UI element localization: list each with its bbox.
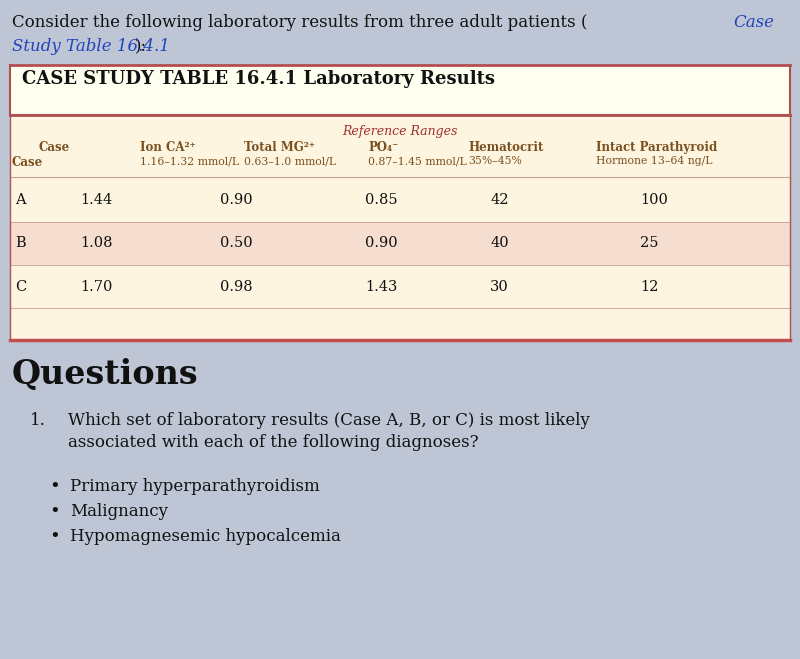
Text: 1.44: 1.44 [80, 193, 112, 207]
Text: •: • [50, 478, 60, 496]
Text: 0.90: 0.90 [220, 193, 253, 207]
Text: Which set of laboratory results (Case A, B, or C) is most likely: Which set of laboratory results (Case A,… [68, 412, 590, 429]
Text: Hormone 13–64 ng/L: Hormone 13–64 ng/L [596, 156, 713, 166]
Text: A: A [15, 193, 26, 207]
Text: PO₄⁻: PO₄⁻ [368, 141, 398, 154]
Text: 0.87–1.45 mmol/L: 0.87–1.45 mmol/L [368, 156, 466, 166]
Text: 0.98: 0.98 [220, 279, 253, 293]
Text: 12: 12 [640, 279, 658, 293]
Text: Case: Case [12, 156, 43, 169]
Bar [10, 65, 790, 115]
Text: Malignancy: Malignancy [70, 503, 168, 520]
Text: ):: ): [134, 38, 146, 55]
Text: Hematocrit: Hematocrit [468, 141, 543, 154]
Text: 35%–45%: 35%–45% [468, 156, 522, 166]
Text: 0.85: 0.85 [365, 193, 398, 207]
Text: Study Table 16.4.1: Study Table 16.4.1 [12, 38, 170, 55]
Text: 100: 100 [640, 193, 668, 207]
Text: 1.08: 1.08 [80, 237, 113, 250]
Text: Case: Case [733, 14, 774, 31]
Text: •: • [50, 528, 60, 546]
Bar [10, 115, 790, 340]
Text: 1.70: 1.70 [80, 279, 112, 293]
Text: 0.90: 0.90 [365, 237, 398, 250]
Text: Total MG²⁺: Total MG²⁺ [244, 141, 315, 154]
Text: 1.: 1. [30, 412, 46, 429]
Text: •: • [50, 503, 60, 521]
Text: 40: 40 [490, 237, 509, 250]
Bar [10, 222, 790, 265]
Text: 1.43: 1.43 [365, 279, 398, 293]
Text: 30: 30 [490, 279, 509, 293]
Text: Primary hyperparathyroidism: Primary hyperparathyroidism [70, 478, 320, 495]
Text: Case: Case [38, 141, 70, 154]
Bar [10, 265, 790, 308]
Text: Questions: Questions [12, 358, 198, 391]
Text: Consider the following laboratory results from three adult patients (: Consider the following laboratory result… [12, 14, 587, 31]
Text: 0.50: 0.50 [220, 237, 253, 250]
Text: 0.63–1.0 mmol/L: 0.63–1.0 mmol/L [244, 156, 336, 166]
Text: associated with each of the following diagnoses?: associated with each of the following di… [68, 434, 478, 451]
Bar [10, 178, 790, 222]
Text: 1.16–1.32 mmol/L: 1.16–1.32 mmol/L [140, 156, 239, 166]
Text: C: C [15, 279, 26, 293]
Text: Intact Parathyroid: Intact Parathyroid [596, 141, 718, 154]
Text: Hypomagnesemic hypocalcemia: Hypomagnesemic hypocalcemia [70, 528, 341, 545]
Text: 42: 42 [490, 193, 509, 207]
Text: B: B [15, 237, 26, 250]
Text: 25: 25 [640, 237, 658, 250]
Text: Ion CA²⁺: Ion CA²⁺ [140, 141, 196, 154]
Text: Reference Ranges: Reference Ranges [342, 125, 458, 138]
Text: CASE STUDY TABLE 16.4.1 Laboratory Results: CASE STUDY TABLE 16.4.1 Laboratory Resul… [22, 70, 495, 88]
